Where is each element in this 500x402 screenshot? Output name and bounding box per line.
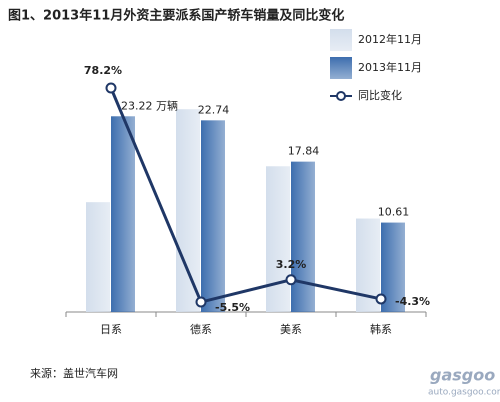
legend-swatch bbox=[330, 57, 352, 79]
source: 来源：盖世汽车网 bbox=[30, 366, 118, 380]
bar bbox=[291, 161, 315, 312]
x-tick-label: 日系 bbox=[100, 323, 122, 336]
bar bbox=[201, 120, 225, 312]
x-tick-label: 德系 bbox=[190, 322, 212, 336]
legend-swatch bbox=[330, 29, 352, 51]
line-marker bbox=[195, 296, 207, 308]
line-marker bbox=[375, 293, 387, 305]
line-marker bbox=[105, 82, 117, 94]
x-tick-label: 韩系 bbox=[370, 322, 392, 336]
bar bbox=[86, 202, 110, 312]
watermark-url: auto.gasgoo.com bbox=[428, 388, 500, 398]
chart-title: 图1、2013年11月外资主要派系国产轿车销量及同比变化 bbox=[8, 8, 344, 24]
data-label: -5.5% bbox=[215, 301, 250, 314]
bar bbox=[176, 109, 200, 312]
legend-label: 同比变化 bbox=[358, 88, 402, 102]
legend-label: 2012年11月 bbox=[358, 32, 422, 46]
line bbox=[109, 87, 382, 304]
line-marker bbox=[285, 274, 297, 286]
data-label: 78.2% bbox=[84, 64, 122, 77]
legend-label: 2013年11月 bbox=[358, 60, 422, 74]
data-label: 23.22 万辆 bbox=[121, 98, 178, 112]
x-tick-label: 美系 bbox=[280, 323, 302, 336]
data-label: 17.84 bbox=[288, 145, 320, 158]
bar bbox=[111, 116, 135, 312]
bar bbox=[266, 166, 290, 312]
watermark-logo: gasgoo bbox=[430, 366, 495, 385]
legend-marker bbox=[336, 91, 346, 101]
data-label: -4.3% bbox=[395, 295, 430, 308]
data-label: 10.61 bbox=[378, 206, 410, 219]
data-label: 22.74 bbox=[198, 103, 230, 116]
data-label: 3.2% bbox=[276, 258, 307, 271]
